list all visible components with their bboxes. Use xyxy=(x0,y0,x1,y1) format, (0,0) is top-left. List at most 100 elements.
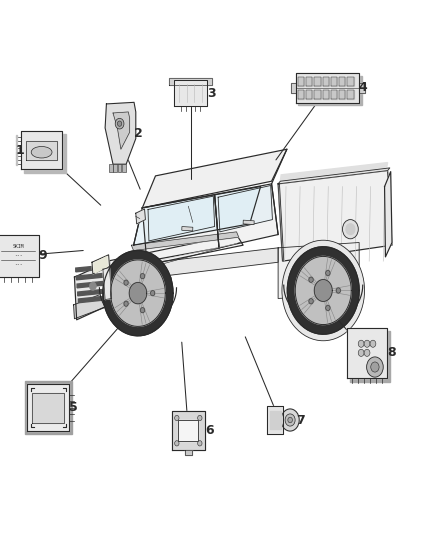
Bar xyxy=(118,164,121,172)
Polygon shape xyxy=(74,290,112,319)
Polygon shape xyxy=(347,90,353,99)
Circle shape xyxy=(141,273,145,279)
Polygon shape xyxy=(284,285,363,322)
Polygon shape xyxy=(77,281,109,288)
Polygon shape xyxy=(278,243,359,298)
Circle shape xyxy=(358,340,364,348)
Text: 5: 5 xyxy=(69,401,78,414)
Polygon shape xyxy=(359,83,364,93)
Polygon shape xyxy=(107,235,243,272)
Polygon shape xyxy=(74,261,112,320)
Polygon shape xyxy=(185,450,192,455)
Polygon shape xyxy=(331,90,337,99)
Polygon shape xyxy=(267,406,283,434)
Polygon shape xyxy=(134,187,261,245)
Polygon shape xyxy=(25,381,71,434)
Polygon shape xyxy=(339,77,345,86)
Polygon shape xyxy=(16,143,18,146)
Circle shape xyxy=(343,220,358,239)
Polygon shape xyxy=(21,131,63,169)
Polygon shape xyxy=(323,90,329,99)
Text: 7: 7 xyxy=(296,414,305,426)
Circle shape xyxy=(371,362,379,372)
Polygon shape xyxy=(136,209,145,224)
Circle shape xyxy=(370,340,376,348)
Polygon shape xyxy=(26,141,57,160)
Circle shape xyxy=(288,417,293,423)
Text: 9: 9 xyxy=(38,249,47,262)
Polygon shape xyxy=(105,102,136,164)
Polygon shape xyxy=(16,151,18,154)
Circle shape xyxy=(89,282,96,290)
Polygon shape xyxy=(76,265,109,272)
Polygon shape xyxy=(350,331,390,382)
Circle shape xyxy=(285,414,295,426)
Polygon shape xyxy=(339,90,345,99)
Polygon shape xyxy=(27,384,69,431)
Polygon shape xyxy=(16,139,18,142)
Polygon shape xyxy=(111,260,165,326)
Polygon shape xyxy=(296,74,359,102)
Circle shape xyxy=(175,415,179,421)
Polygon shape xyxy=(278,168,390,184)
Polygon shape xyxy=(314,77,321,86)
Polygon shape xyxy=(78,296,109,303)
Circle shape xyxy=(364,349,370,357)
Text: 8: 8 xyxy=(387,346,396,359)
Circle shape xyxy=(198,441,202,446)
Polygon shape xyxy=(78,289,109,296)
Circle shape xyxy=(309,298,313,304)
Polygon shape xyxy=(113,112,130,149)
Circle shape xyxy=(364,340,370,348)
Polygon shape xyxy=(298,90,304,99)
Polygon shape xyxy=(25,134,66,173)
Polygon shape xyxy=(218,185,272,232)
Polygon shape xyxy=(16,158,18,161)
Circle shape xyxy=(117,121,122,126)
Polygon shape xyxy=(347,77,353,86)
Polygon shape xyxy=(298,77,304,86)
Circle shape xyxy=(175,441,179,446)
Polygon shape xyxy=(148,196,215,241)
Circle shape xyxy=(367,357,383,377)
Polygon shape xyxy=(314,90,321,99)
Polygon shape xyxy=(314,280,332,301)
Polygon shape xyxy=(278,171,392,261)
Bar xyxy=(122,164,126,172)
Polygon shape xyxy=(99,288,177,324)
Polygon shape xyxy=(178,420,198,441)
Circle shape xyxy=(198,415,202,421)
Polygon shape xyxy=(169,78,212,85)
Polygon shape xyxy=(287,247,359,334)
Circle shape xyxy=(336,288,340,293)
Text: SKIM: SKIM xyxy=(13,244,24,249)
Polygon shape xyxy=(16,147,18,150)
Text: ---: --- xyxy=(14,253,23,259)
Text: 3: 3 xyxy=(207,87,216,100)
Text: ---: --- xyxy=(14,262,23,268)
Polygon shape xyxy=(323,77,329,86)
Polygon shape xyxy=(16,155,18,158)
Polygon shape xyxy=(278,184,284,261)
Circle shape xyxy=(115,118,124,129)
Circle shape xyxy=(358,349,364,357)
Polygon shape xyxy=(215,184,278,248)
Polygon shape xyxy=(16,135,18,139)
Polygon shape xyxy=(103,268,112,300)
Circle shape xyxy=(326,270,330,276)
Polygon shape xyxy=(295,256,351,325)
Polygon shape xyxy=(77,266,173,301)
Polygon shape xyxy=(347,327,387,378)
Bar xyxy=(109,164,113,172)
Polygon shape xyxy=(92,255,110,274)
Ellipse shape xyxy=(31,147,52,158)
Bar xyxy=(113,164,117,172)
Circle shape xyxy=(151,290,155,296)
Bar xyxy=(243,220,254,224)
Text: 4: 4 xyxy=(358,82,367,94)
Polygon shape xyxy=(94,257,107,273)
Polygon shape xyxy=(0,235,39,277)
Circle shape xyxy=(281,409,299,431)
Bar xyxy=(182,227,193,231)
Polygon shape xyxy=(142,195,219,261)
